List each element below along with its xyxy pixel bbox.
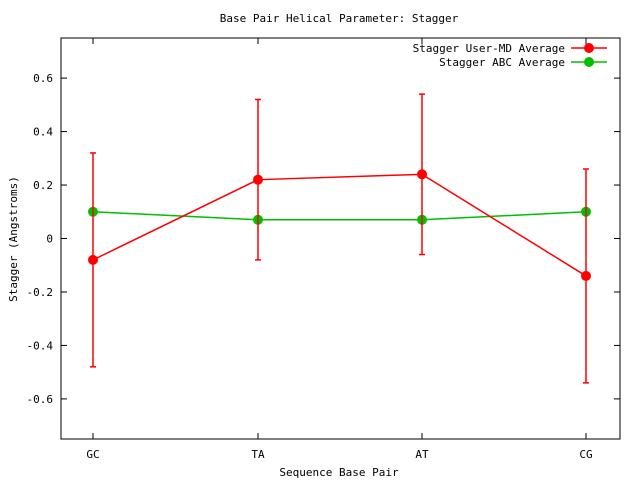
data-point (581, 270, 591, 281)
y-tick-label: 0 (46, 233, 53, 246)
series-layer (88, 93, 591, 384)
y-tick-label: 0.4 (33, 126, 53, 139)
x-tick-label: CG (579, 448, 592, 461)
legend-label: Stagger User-MD Average (413, 42, 565, 55)
chart-title: Base Pair Helical Parameter: Stagger (220, 12, 459, 25)
plot-frame (60, 37, 621, 440)
series-user-md (88, 93, 591, 384)
series-line (92, 211, 587, 221)
series-abc (88, 206, 591, 225)
y-tick-label: -0.2 (27, 286, 54, 299)
x-tick-label: AT (415, 448, 429, 461)
legend-label: Stagger ABC Average (439, 56, 565, 69)
data-point (253, 174, 263, 185)
series-line (92, 173, 587, 277)
y-tick-label: 0.6 (33, 72, 53, 85)
x-tick-label: TA (251, 448, 265, 461)
y-axis-label: Stagger (Angstroms) (7, 176, 20, 302)
y-tick-label: -0.4 (27, 339, 54, 352)
legend-swatch-marker (584, 43, 594, 53)
y-tick-label: -0.6 (27, 393, 54, 406)
data-point (417, 169, 427, 180)
x-axis-label: Sequence Base Pair (279, 466, 399, 479)
data-point (88, 254, 98, 265)
axes: -0.6 -0.4 -0.2 0 0.2 0.4 0.6 GC TA AT CG (27, 38, 620, 461)
y-tick-label: 0.2 (33, 179, 53, 192)
legend-swatch-marker (584, 57, 594, 67)
x-tick-label: GC (86, 448, 99, 461)
